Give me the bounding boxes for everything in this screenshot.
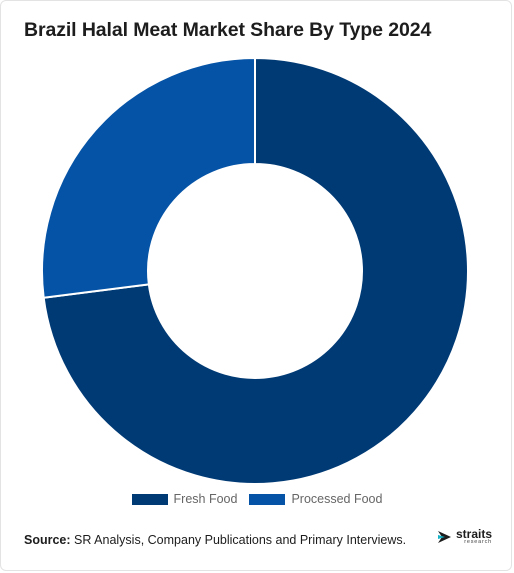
straits-arrow-icon	[438, 530, 451, 543]
source-note: Source: SR Analysis, Company Publication…	[24, 533, 406, 547]
donut-slice-fresh-food[interactable]	[42, 56, 469, 485]
legend-item-fresh-food[interactable]: Fresh Food	[131, 492, 238, 506]
chart-legend: Fresh Food Processed Food	[1, 492, 513, 506]
chart-title: Brazil Halal Meat Market Share By Type 2…	[24, 19, 432, 41]
source-label: Source:	[24, 533, 71, 547]
legend-label-fresh-food: Fresh Food	[173, 492, 238, 506]
donut-slice-processed-food[interactable]	[41, 56, 256, 299]
straits-research-logo: straits research	[437, 528, 492, 546]
legend-item-processed-food[interactable]: Processed Food	[249, 492, 382, 506]
source-text: SR Analysis, Company Publications and Pr…	[70, 533, 407, 547]
legend-swatch-processed-food	[249, 493, 286, 505]
logo-sub: research	[464, 539, 493, 545]
legend-swatch-fresh-food	[131, 493, 168, 505]
logo-name: straits	[456, 527, 493, 541]
donut-chart	[41, 56, 469, 485]
legend-label-processed-food: Processed Food	[291, 492, 383, 506]
